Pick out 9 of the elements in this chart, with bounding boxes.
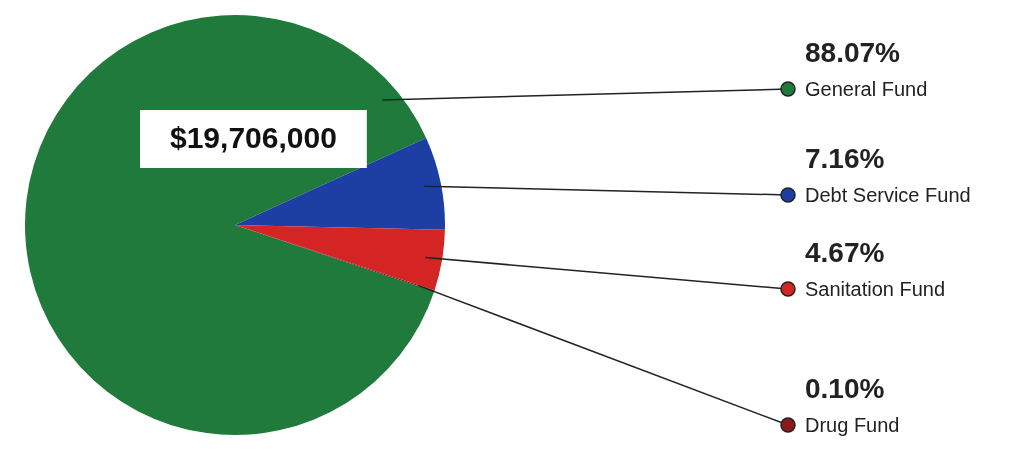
data-label: 7.16% xyxy=(805,143,885,174)
data-label: 0.10% xyxy=(805,373,885,404)
legend-label: Drug Fund xyxy=(805,414,900,436)
text: $19,706,000 xyxy=(169,121,337,155)
legend-label: Sanitation Fund xyxy=(805,278,946,300)
legend-label: Debt Service Fund xyxy=(805,184,971,206)
data-label: 88.07% xyxy=(805,37,901,68)
data-label: 4.67% xyxy=(805,237,885,268)
legend-label: General Fund xyxy=(805,78,928,100)
